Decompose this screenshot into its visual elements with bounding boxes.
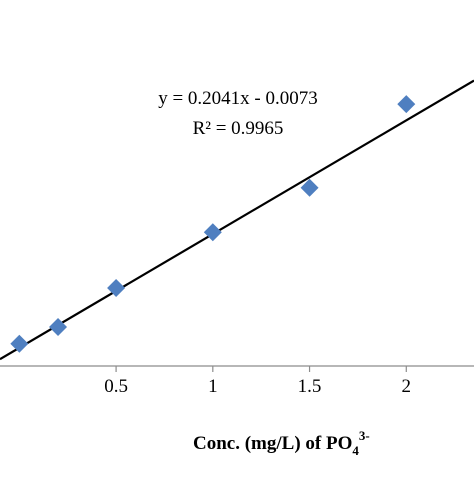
x-axis-title: Conc. (mg/L) of PO43- bbox=[193, 428, 370, 458]
trendline-group bbox=[0, 79, 474, 361]
data-point bbox=[10, 334, 29, 353]
chart-labels: y = 0.2041x - 0.0073 R² = 0.9965 Conc. (… bbox=[158, 88, 369, 458]
trendline bbox=[0, 79, 474, 361]
data-point bbox=[49, 318, 68, 336]
data-point bbox=[300, 178, 319, 197]
data-point bbox=[203, 223, 222, 242]
x-axis-title-main: Conc. (mg/L) of PO bbox=[193, 433, 352, 454]
x-tick-label: 1 bbox=[208, 376, 218, 397]
x-tick-label: 2 bbox=[402, 376, 412, 397]
data-points bbox=[10, 95, 416, 353]
data-point bbox=[107, 279, 126, 297]
x-tick-label: 0.5 bbox=[104, 376, 128, 397]
x-ticks: 0.511.522 bbox=[104, 366, 412, 397]
trendline-r-squared: R² = 0.9965 bbox=[193, 118, 284, 139]
x-axis-title-superscript: 3- bbox=[359, 428, 370, 443]
data-point bbox=[397, 95, 416, 114]
x-axis-title-subscript: 4 bbox=[352, 443, 359, 458]
trendline-equation: y = 0.2041x - 0.0073 bbox=[158, 88, 318, 109]
x-tick-label: 1.5 bbox=[298, 376, 322, 397]
